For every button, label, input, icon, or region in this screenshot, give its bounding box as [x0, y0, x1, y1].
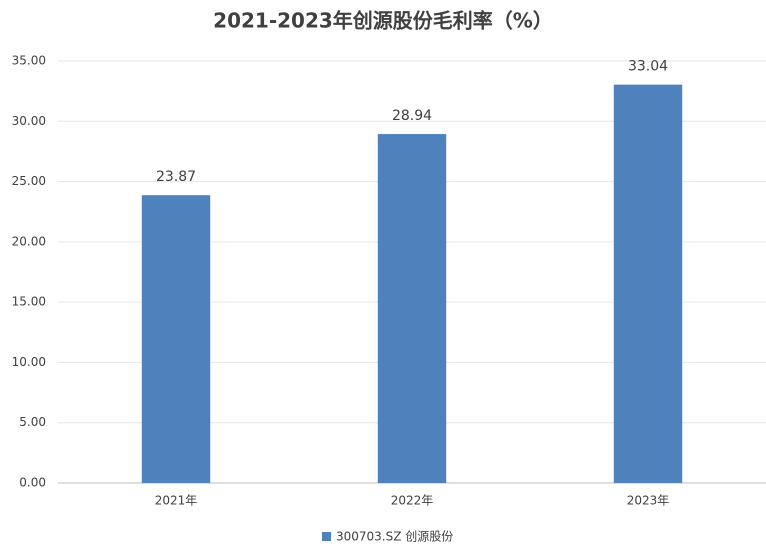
value-label: 28.94: [392, 108, 432, 124]
y-tick-label: 0.00: [19, 476, 46, 490]
y-tick-label: 15.00: [12, 295, 46, 309]
legend-swatch: [322, 532, 331, 541]
x-tick-label: 2022年: [391, 494, 434, 508]
bar: [141, 195, 211, 484]
y-tick-label: 10.00: [12, 355, 46, 369]
y-tick-label: 20.00: [12, 234, 46, 248]
bar: [377, 134, 447, 483]
y-tick-label: 30.00: [12, 114, 46, 128]
chart-title: 2021-2023年创源股份毛利率（%）: [213, 9, 553, 33]
x-tick-label: 2023年: [627, 494, 670, 508]
legend-label: 300703.SZ 创源股份: [336, 530, 453, 544]
x-tick-label: 2021年: [155, 494, 198, 508]
y-tick-label: 35.00: [12, 54, 46, 68]
y-tick-label: 25.00: [12, 174, 46, 188]
value-label: 33.04: [628, 59, 668, 75]
bar: [613, 84, 683, 483]
value-label: 23.87: [156, 169, 196, 185]
y-tick-label: 5.00: [19, 415, 46, 429]
